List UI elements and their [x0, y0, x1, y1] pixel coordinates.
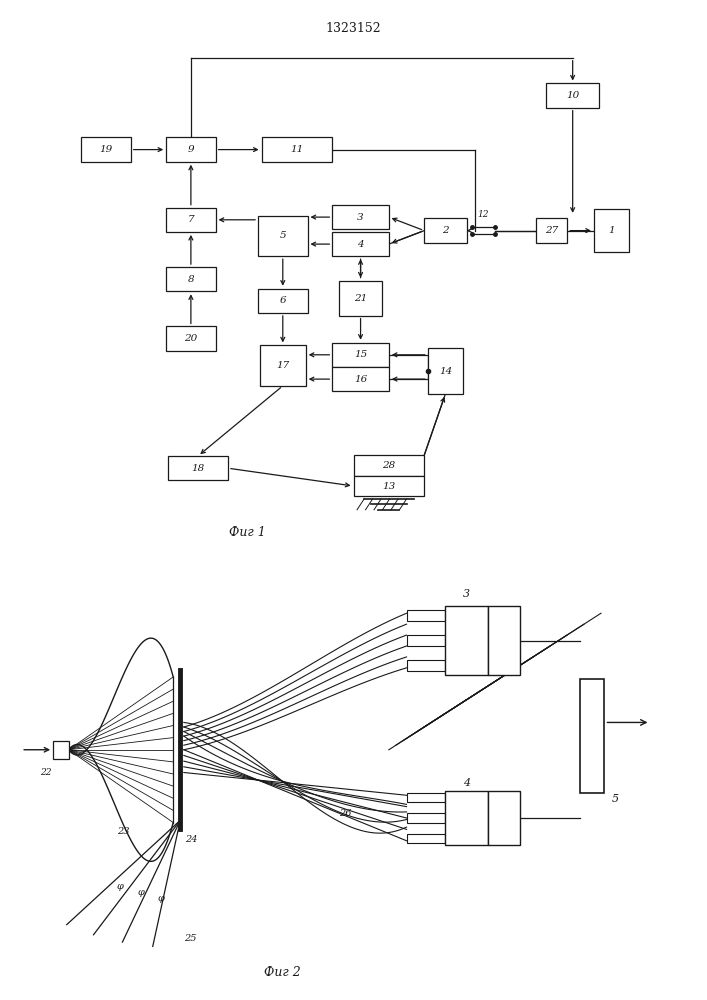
- Text: 28: 28: [382, 461, 395, 470]
- Bar: [594, 209, 629, 252]
- Text: 2: 2: [442, 226, 449, 235]
- Text: 10: 10: [566, 91, 579, 100]
- Bar: [428, 348, 463, 394]
- Bar: [332, 232, 389, 256]
- Text: Фиг 1: Фиг 1: [229, 526, 266, 540]
- Text: 3: 3: [463, 589, 470, 599]
- Text: 13: 13: [382, 482, 395, 491]
- Bar: [547, 83, 600, 108]
- Bar: [407, 610, 445, 621]
- Text: 17: 17: [276, 361, 289, 370]
- Bar: [488, 606, 520, 675]
- Bar: [332, 367, 389, 391]
- Bar: [166, 267, 216, 291]
- Text: 24: 24: [185, 835, 198, 844]
- Bar: [407, 834, 445, 843]
- Bar: [407, 793, 445, 802]
- Text: 5: 5: [279, 232, 286, 240]
- Bar: [339, 281, 382, 316]
- Text: 14: 14: [439, 366, 452, 375]
- Bar: [424, 218, 467, 243]
- Bar: [445, 791, 488, 845]
- Bar: [53, 741, 69, 759]
- Text: 4: 4: [357, 240, 364, 249]
- Text: φ: φ: [138, 888, 145, 897]
- Text: 4: 4: [463, 778, 470, 788]
- Text: 9: 9: [187, 145, 194, 154]
- Text: Фиг 2: Фиг 2: [264, 966, 301, 979]
- Text: 22: 22: [40, 768, 52, 777]
- Bar: [81, 137, 131, 162]
- Text: 27: 27: [545, 226, 558, 235]
- Bar: [166, 208, 216, 232]
- Text: 11: 11: [291, 145, 303, 154]
- Text: 6: 6: [279, 296, 286, 305]
- Bar: [332, 343, 389, 367]
- Bar: [258, 216, 308, 256]
- Bar: [580, 679, 604, 793]
- Bar: [168, 456, 228, 480]
- Text: 1323152: 1323152: [326, 22, 381, 35]
- Bar: [166, 137, 216, 162]
- Bar: [407, 660, 445, 671]
- Text: 23: 23: [117, 827, 130, 836]
- Text: 15: 15: [354, 350, 367, 359]
- Bar: [166, 326, 216, 351]
- Text: 20: 20: [185, 334, 197, 343]
- Text: 12: 12: [477, 210, 489, 219]
- Bar: [407, 813, 445, 823]
- Bar: [262, 137, 332, 162]
- Bar: [354, 455, 424, 476]
- Text: 25: 25: [184, 934, 197, 943]
- Text: 16: 16: [354, 375, 367, 384]
- Bar: [258, 289, 308, 313]
- Bar: [354, 476, 424, 496]
- Text: 18: 18: [192, 464, 204, 473]
- Text: 1: 1: [608, 226, 615, 235]
- Bar: [260, 345, 306, 386]
- Text: 7: 7: [187, 215, 194, 224]
- Bar: [332, 205, 389, 229]
- Text: 19: 19: [100, 145, 112, 154]
- Text: 3: 3: [357, 213, 364, 222]
- Text: 21: 21: [354, 294, 367, 303]
- Bar: [488, 791, 520, 845]
- Text: 5: 5: [612, 794, 619, 804]
- Text: 26: 26: [339, 809, 352, 818]
- Text: 8: 8: [187, 275, 194, 284]
- Text: φ: φ: [158, 894, 165, 903]
- Bar: [445, 606, 488, 675]
- Bar: [536, 218, 568, 243]
- Text: φ: φ: [117, 882, 124, 891]
- Bar: [407, 635, 445, 646]
